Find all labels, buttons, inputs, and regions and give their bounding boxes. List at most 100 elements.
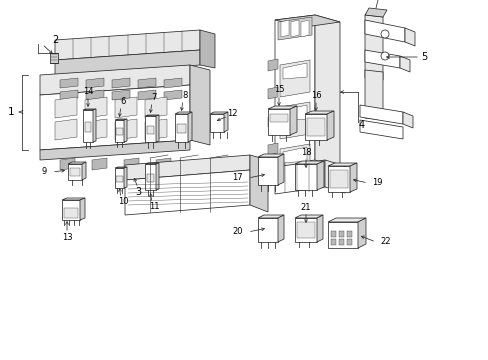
Polygon shape — [145, 164, 156, 190]
Polygon shape — [349, 163, 356, 192]
Polygon shape — [267, 143, 278, 155]
Polygon shape — [402, 112, 412, 128]
Polygon shape — [68, 162, 86, 164]
Polygon shape — [249, 155, 267, 212]
Polygon shape — [124, 119, 127, 142]
Polygon shape — [62, 200, 80, 220]
Polygon shape — [294, 164, 316, 190]
Polygon shape — [86, 78, 104, 88]
Polygon shape — [112, 90, 130, 100]
Polygon shape — [258, 215, 284, 218]
Text: 9: 9 — [41, 167, 47, 176]
Polygon shape — [305, 114, 326, 140]
Polygon shape — [258, 154, 284, 157]
Polygon shape — [190, 65, 209, 145]
Bar — [269, 114, 287, 122]
Polygon shape — [224, 112, 227, 132]
Text: 12: 12 — [226, 109, 237, 118]
Polygon shape — [80, 198, 85, 220]
Text: 17: 17 — [232, 174, 243, 183]
Polygon shape — [175, 114, 187, 142]
Polygon shape — [145, 97, 167, 118]
Bar — [338, 239, 343, 245]
Polygon shape — [163, 90, 182, 100]
Polygon shape — [278, 215, 284, 242]
Polygon shape — [327, 218, 365, 222]
Text: 21: 21 — [300, 203, 311, 212]
Polygon shape — [325, 160, 345, 193]
Text: 6: 6 — [120, 96, 125, 105]
Polygon shape — [145, 116, 156, 142]
Polygon shape — [138, 78, 156, 88]
Polygon shape — [55, 119, 77, 140]
Polygon shape — [125, 170, 249, 215]
Polygon shape — [85, 97, 107, 118]
Polygon shape — [55, 30, 200, 60]
Polygon shape — [278, 154, 284, 185]
Polygon shape — [280, 102, 309, 139]
Polygon shape — [60, 158, 75, 170]
Text: 4: 4 — [358, 120, 365, 130]
Polygon shape — [60, 90, 78, 100]
Bar — [50, 53, 58, 63]
Polygon shape — [156, 158, 171, 170]
Text: 18: 18 — [300, 148, 311, 157]
Bar — [70, 168, 80, 176]
Polygon shape — [364, 15, 382, 80]
Polygon shape — [55, 50, 200, 75]
Bar — [296, 222, 314, 238]
Polygon shape — [327, 222, 357, 248]
Text: 7: 7 — [151, 93, 156, 102]
Circle shape — [380, 52, 388, 60]
Polygon shape — [40, 140, 190, 160]
Text: 13: 13 — [61, 234, 72, 243]
Polygon shape — [145, 115, 159, 116]
Polygon shape — [145, 119, 167, 140]
Bar — [330, 231, 335, 237]
Polygon shape — [267, 115, 278, 127]
Polygon shape — [68, 164, 82, 180]
Polygon shape — [124, 167, 127, 188]
Bar — [116, 176, 123, 182]
Polygon shape — [115, 119, 127, 120]
Text: 15: 15 — [273, 85, 284, 94]
Polygon shape — [357, 218, 365, 248]
Text: 1: 1 — [8, 107, 14, 117]
Text: 10: 10 — [118, 198, 128, 207]
Polygon shape — [283, 63, 306, 79]
Polygon shape — [359, 105, 402, 124]
Polygon shape — [294, 161, 324, 164]
Polygon shape — [267, 59, 278, 71]
Bar — [177, 124, 185, 133]
Circle shape — [380, 30, 388, 38]
Text: 2: 2 — [52, 35, 58, 45]
Polygon shape — [399, 56, 409, 72]
Polygon shape — [258, 218, 278, 242]
Polygon shape — [112, 78, 130, 88]
Polygon shape — [294, 218, 316, 242]
Text: 8: 8 — [182, 90, 187, 99]
Polygon shape — [62, 198, 85, 200]
Polygon shape — [267, 109, 289, 135]
Polygon shape — [40, 85, 190, 150]
Polygon shape — [115, 97, 137, 118]
Polygon shape — [125, 155, 249, 180]
Polygon shape — [301, 20, 308, 37]
Bar — [330, 239, 335, 245]
Polygon shape — [326, 111, 333, 140]
Polygon shape — [274, 15, 314, 165]
Polygon shape — [115, 119, 137, 140]
Polygon shape — [156, 163, 159, 190]
Polygon shape — [364, 50, 399, 68]
Polygon shape — [290, 20, 298, 37]
Polygon shape — [85, 119, 107, 140]
Polygon shape — [283, 105, 306, 121]
Polygon shape — [359, 120, 402, 139]
Polygon shape — [175, 112, 192, 114]
Polygon shape — [138, 90, 156, 100]
Polygon shape — [404, 28, 414, 46]
Text: 19: 19 — [371, 179, 382, 188]
Bar — [306, 118, 325, 136]
Polygon shape — [163, 78, 182, 88]
Polygon shape — [316, 215, 323, 242]
